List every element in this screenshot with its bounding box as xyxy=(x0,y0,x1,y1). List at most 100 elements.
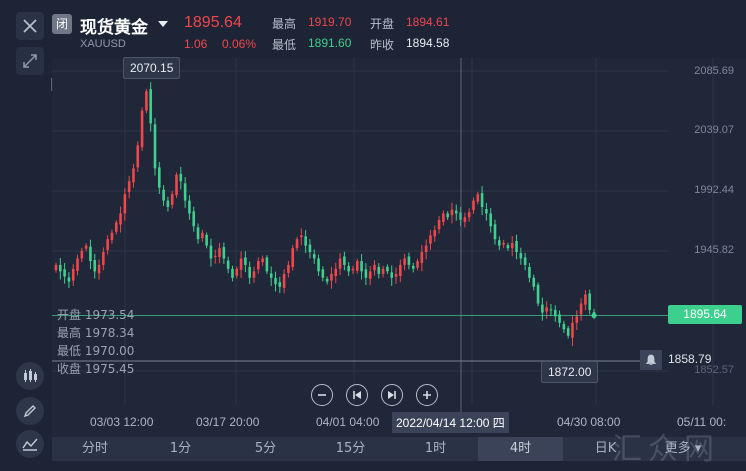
zoom-out-button[interactable] xyxy=(311,384,333,406)
candle-body xyxy=(506,245,510,249)
candle-body xyxy=(510,243,514,249)
x-tick: 03/03 12:00 xyxy=(90,415,154,429)
draw-tool-button[interactable] xyxy=(16,397,44,425)
candle-body xyxy=(231,268,234,278)
y-tick: 2039.07 xyxy=(694,124,734,136)
candle-body xyxy=(295,239,299,249)
watermark: 汇众网 xyxy=(612,432,720,467)
high-label: 最高 xyxy=(272,17,297,31)
tab-4hour[interactable]: 4时 xyxy=(478,437,563,461)
candle-body xyxy=(196,227,200,240)
candle-body xyxy=(102,252,105,265)
candle-body xyxy=(523,257,527,265)
candle-body xyxy=(351,268,355,271)
chevron-down-icon[interactable] xyxy=(158,21,168,27)
tab-timeshare[interactable]: 分时 xyxy=(81,441,108,456)
candle-body xyxy=(562,323,566,330)
candle-body xyxy=(63,269,66,277)
step-forward-icon xyxy=(388,391,396,399)
prev-close-value: 1894.58 xyxy=(406,36,450,50)
step-forward-button[interactable] xyxy=(381,384,403,406)
price-chart[interactable] xyxy=(0,0,746,437)
high-value: 1919.70 xyxy=(308,15,352,29)
candle-body xyxy=(467,212,471,218)
candle-body xyxy=(145,91,148,111)
trend-line-icon xyxy=(22,438,38,451)
candle-body xyxy=(545,307,548,312)
ohlc-high: 最高 1978.34 xyxy=(57,326,135,340)
candle-body xyxy=(584,294,587,305)
tab-more[interactable]: 更多 ▾ xyxy=(664,441,702,456)
candle-body xyxy=(454,210,458,214)
candle-body xyxy=(330,273,333,281)
step-back-button[interactable] xyxy=(346,384,368,406)
candle-body xyxy=(157,167,161,188)
instrument-name[interactable]: 现货黄金 xyxy=(80,18,148,38)
candle-body xyxy=(519,253,523,259)
candle-body xyxy=(162,189,165,201)
alert-bell-button[interactable] xyxy=(640,350,662,370)
crosshair-time-label: 2022/04/14 12:00 四 xyxy=(392,412,509,433)
tab-1hour[interactable]: 1时 xyxy=(424,441,447,456)
tab-15min[interactable]: 15分 xyxy=(335,441,366,456)
plus-icon xyxy=(423,391,431,399)
candlesticks xyxy=(54,82,596,346)
candle-body xyxy=(239,258,243,270)
price-change: 1.06 xyxy=(184,37,208,51)
y-tick: 2085.69 xyxy=(694,65,734,77)
candle-body xyxy=(588,293,591,310)
candle-body xyxy=(399,264,402,276)
indicator-button[interactable] xyxy=(16,362,44,390)
tab-daily[interactable]: 日K xyxy=(594,441,617,456)
candle-body xyxy=(450,209,454,216)
candle-body xyxy=(222,247,226,259)
candle-body xyxy=(110,232,114,241)
max-price-tooltip: 2070.15 xyxy=(123,57,181,79)
candle-body xyxy=(67,277,71,282)
candle-body xyxy=(252,271,256,278)
candle-body xyxy=(429,235,432,244)
candle-body xyxy=(394,273,398,277)
close-button[interactable] xyxy=(16,12,44,40)
candle-body xyxy=(485,209,488,214)
candle-body xyxy=(489,213,493,227)
candle-body xyxy=(317,258,320,272)
candle-body xyxy=(381,268,385,274)
candle-body xyxy=(403,258,406,265)
candle-body xyxy=(321,269,325,278)
open-value: 1894.61 xyxy=(406,15,450,29)
candle-body xyxy=(558,314,561,323)
candle-body xyxy=(528,266,531,278)
candle-body xyxy=(442,213,445,222)
candle-body xyxy=(213,255,217,257)
close-icon xyxy=(23,19,37,33)
tab-5min[interactable]: 5分 xyxy=(254,441,277,456)
candle-body xyxy=(493,224,497,240)
min-price-tooltip: 1872.00 xyxy=(541,361,599,383)
candle-body xyxy=(261,258,264,263)
candle-body xyxy=(373,264,376,271)
candle-body xyxy=(502,243,505,245)
ohlc-open: 开盘 1973.54 xyxy=(57,308,135,322)
candle-body xyxy=(80,250,84,259)
candle-body xyxy=(304,236,307,246)
candle-body xyxy=(170,194,174,205)
candle-body xyxy=(291,248,295,267)
candlestick-icon xyxy=(24,369,37,382)
candle-body xyxy=(575,316,579,323)
candle-body xyxy=(368,271,372,279)
candle-body xyxy=(76,258,79,271)
candle-body xyxy=(420,252,424,264)
tab-1min[interactable]: 1分 xyxy=(169,441,192,456)
expand-button[interactable] xyxy=(16,47,44,75)
candle-body xyxy=(235,268,239,276)
minus-icon xyxy=(318,394,326,396)
line-tool-button[interactable] xyxy=(16,430,44,458)
candle-body xyxy=(566,328,570,336)
candle-body xyxy=(59,264,62,272)
zoom-in-button[interactable] xyxy=(416,384,438,406)
candle-body xyxy=(127,181,131,193)
candle-body xyxy=(89,246,92,262)
candle-body xyxy=(347,265,350,272)
candle-body xyxy=(536,284,540,304)
